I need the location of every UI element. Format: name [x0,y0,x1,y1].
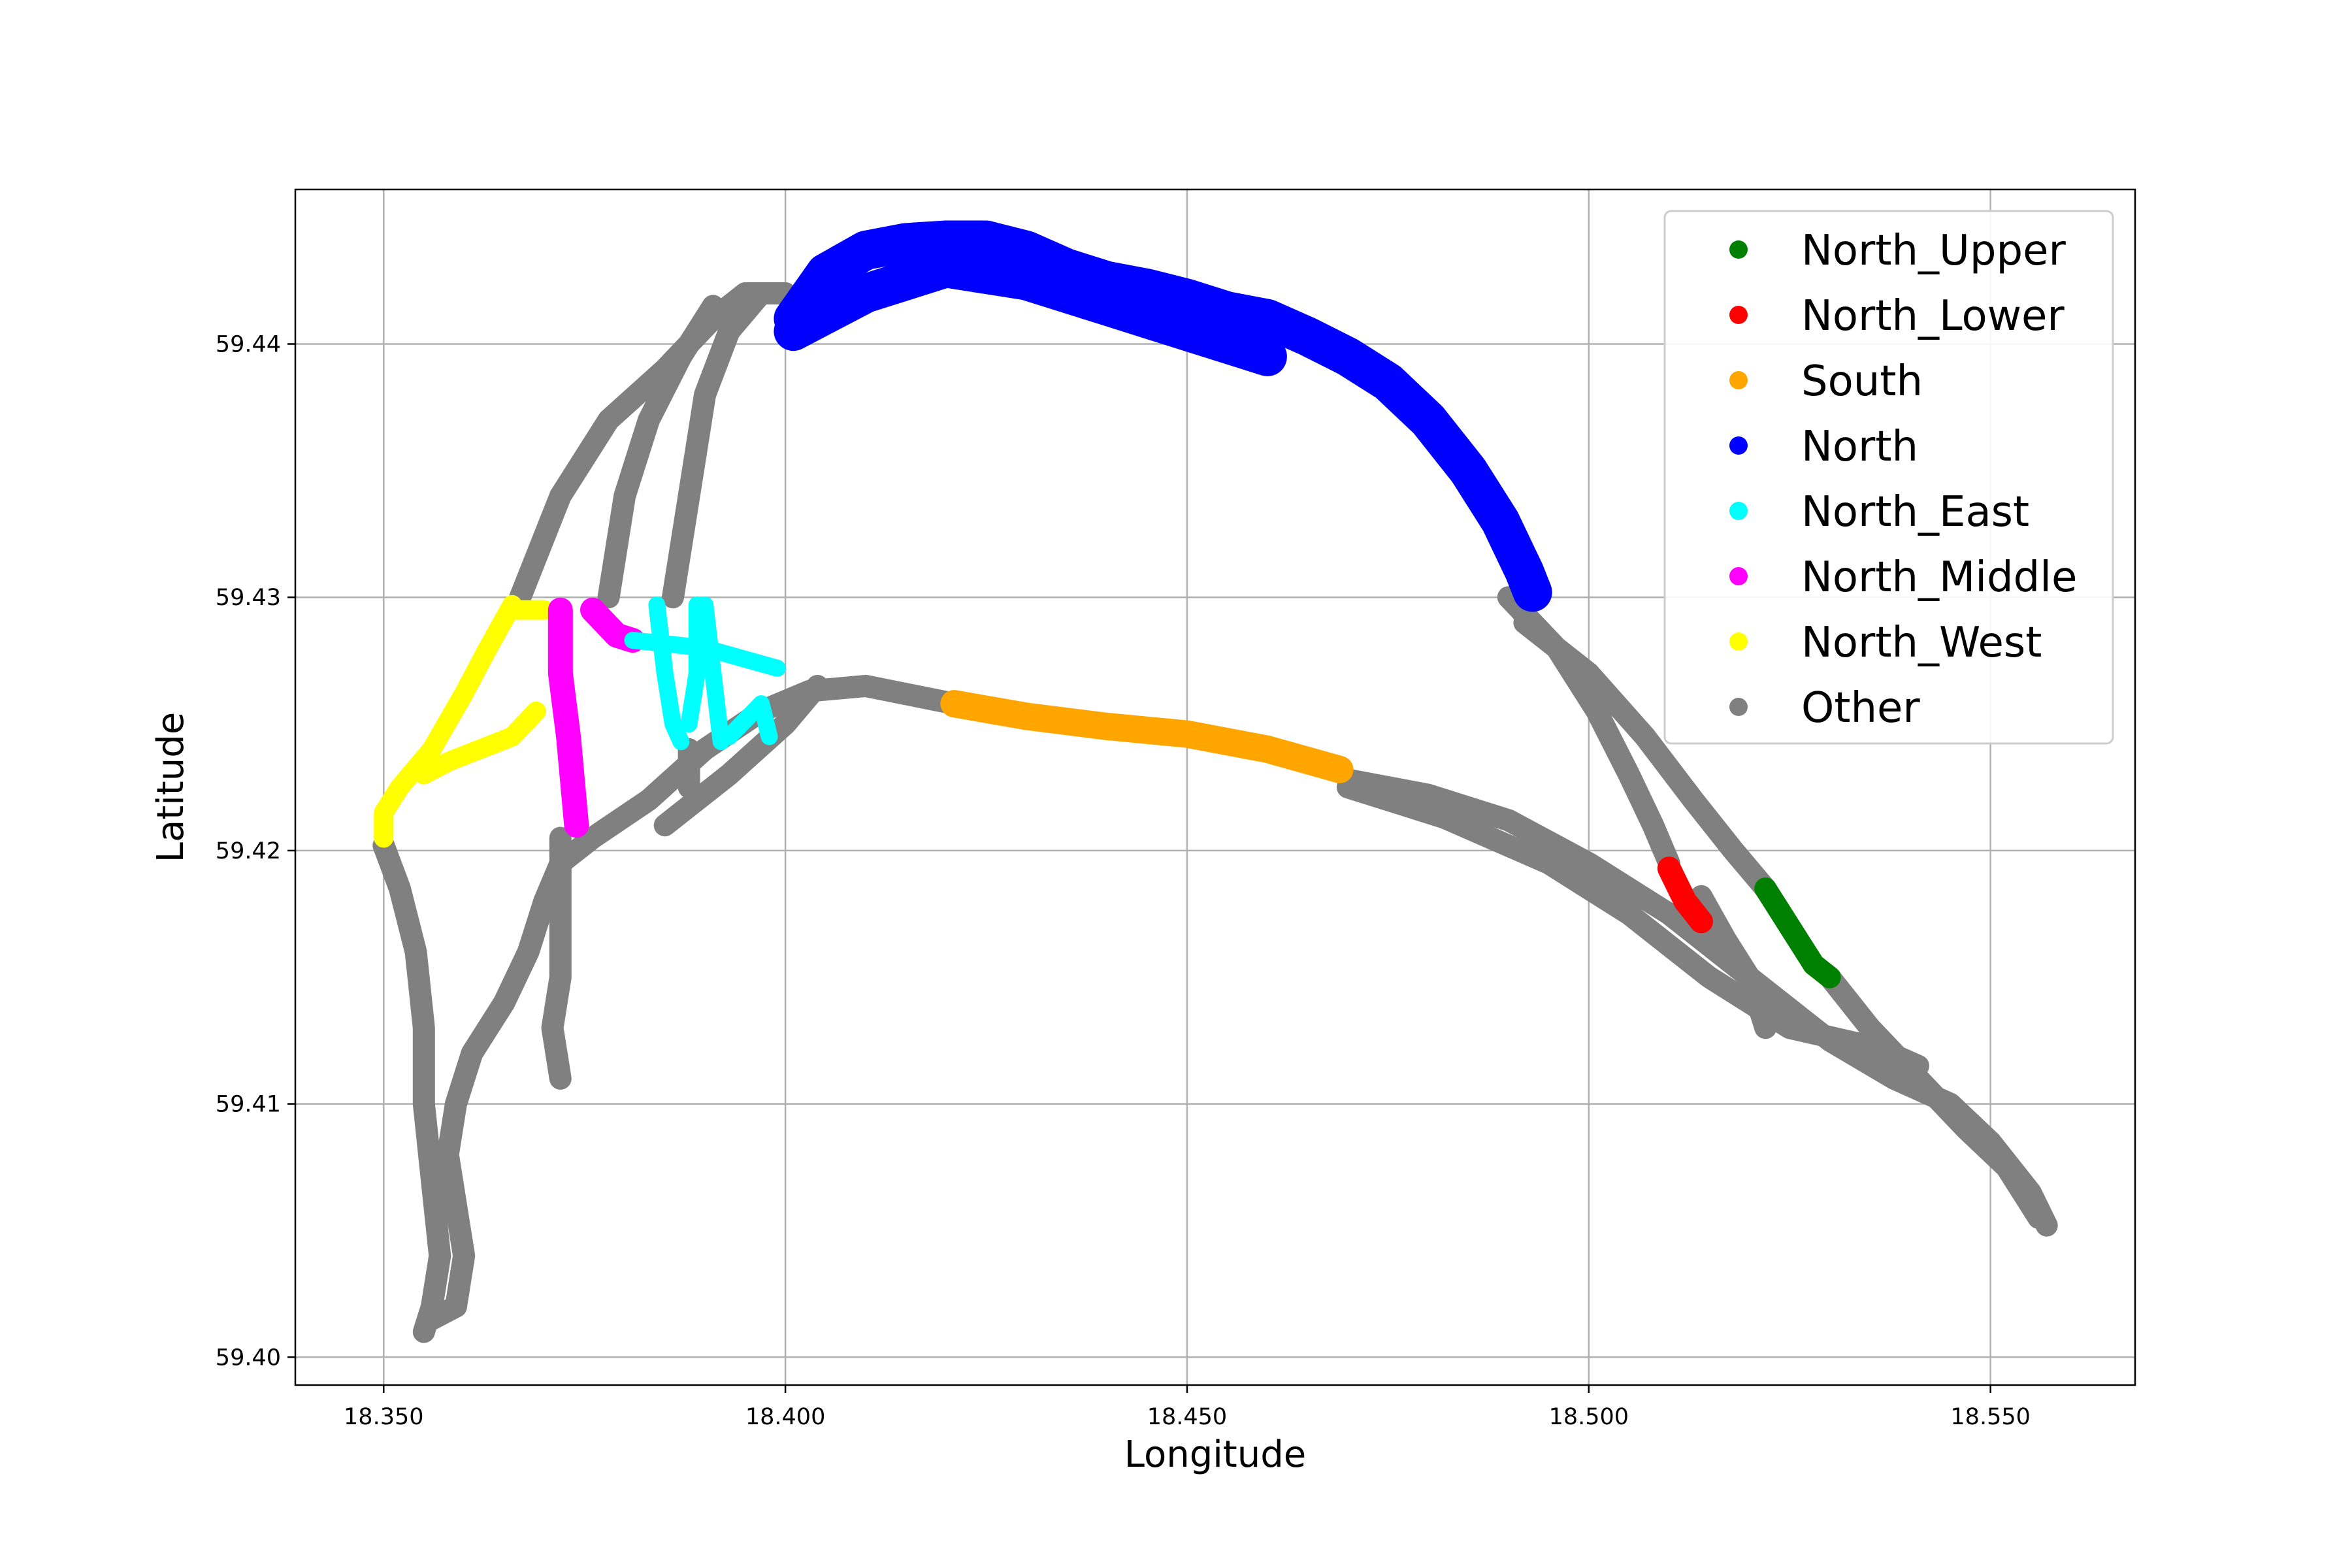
track-segment [1336,776,1929,1077]
legend-label: North_West [1801,619,2042,667]
legend-marker [1729,436,1748,455]
track-segment [1690,885,1777,1039]
legend-marker [1729,502,1748,520]
y-tick-label: 59.41 [216,1092,281,1118]
track-segment [1818,966,2050,1230]
track-segment [372,834,451,1343]
x-tick-label: 18.350 [344,1404,423,1430]
track-segment [1657,857,1713,934]
plot-data [372,220,2058,1343]
y-tick-label: 59.42 [216,838,281,864]
legend-marker [1729,371,1748,389]
track-segment [547,597,589,838]
axis-ticks: 18.350 18.400 18.450 18.500 18.550 59.40 59.41… [216,332,2031,1430]
y-tick-label: 59.43 [216,585,281,611]
track-segment [680,596,706,733]
series-south [940,690,1354,783]
plot-frame [294,188,2136,1386]
legend-marker [1729,240,1748,259]
y-tick-label: 59.44 [216,332,281,358]
legend-marker [1729,567,1748,585]
track-segment [374,595,522,848]
track-segment [653,674,829,837]
track-segment [541,826,572,1090]
legend: North_Upper North_Lower South North North_Ea… [1663,210,2114,745]
track-segment [721,695,778,745]
series-north [774,220,1552,612]
legend-marker [1729,306,1748,324]
track-segment [696,596,730,751]
y-tick-label: 59.40 [216,1345,281,1371]
x-tick-label: 18.500 [1549,1404,1629,1430]
y-axis-title: Latitude [150,712,192,862]
track-segment [774,248,1287,376]
legend-label: Other [1801,684,1920,732]
legend-label: North [1801,423,1918,471]
legend-marker [1729,632,1748,651]
series-north-upper [1754,877,1841,988]
track-segment [414,701,546,785]
x-tick-label: 18.450 [1147,1404,1227,1430]
track-segment [1754,877,1841,988]
x-tick-label: 18.550 [1950,1404,2030,1430]
legend-label: North_East [1801,488,2029,536]
track-segment [624,632,786,677]
track-segment [940,690,1354,783]
legend-label: North_Upper [1801,227,2066,275]
x-axis-title: Longitude [1124,1433,1307,1476]
legend-label: North_Lower [1801,292,2065,340]
series-north-lower [1657,857,1713,934]
track-segment [662,282,773,609]
series-north-west [374,595,555,848]
legend-label: North_Middle [1801,553,2077,602]
track-segment [597,295,725,609]
track-segment [1513,612,1777,900]
legend-marker [1729,698,1748,716]
track-segment [774,220,1552,612]
series-north-east [624,596,786,751]
x-tick-label: 18.400 [745,1404,825,1430]
legend-frame [1663,210,2114,745]
legend-label: South [1801,357,1923,406]
